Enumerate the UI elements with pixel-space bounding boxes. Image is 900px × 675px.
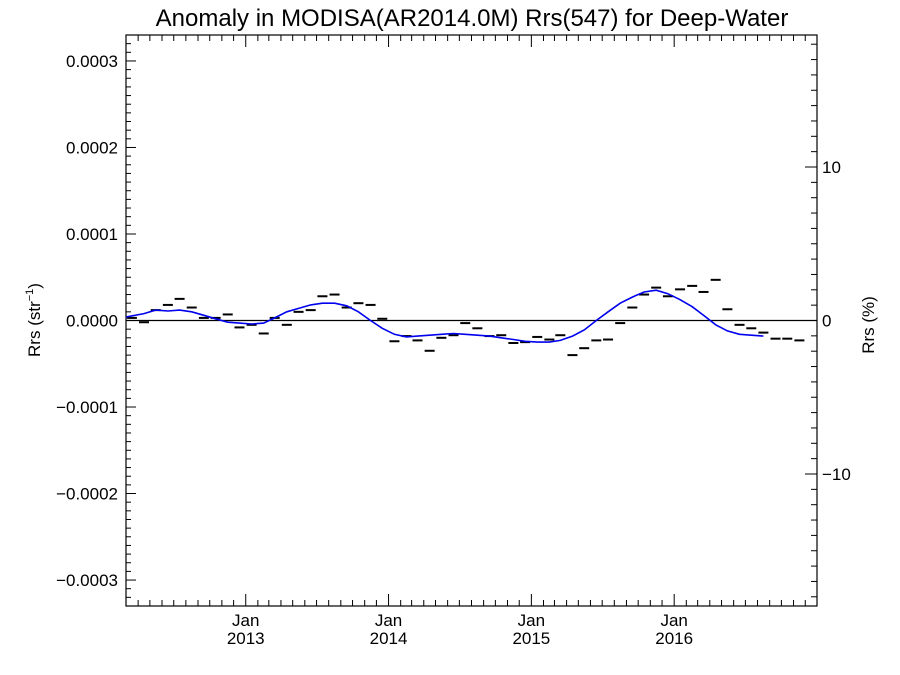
y2-tick-label: −10 bbox=[822, 465, 851, 484]
y-tick-label: −0.0001 bbox=[56, 398, 118, 417]
x-tick-year-label: 2016 bbox=[655, 629, 693, 648]
axis-ticks bbox=[126, 34, 817, 607]
y2-tick-label: 0 bbox=[822, 312, 831, 331]
x-tick-year-label: 2013 bbox=[227, 629, 265, 648]
x-tick-month-label: Jan bbox=[660, 611, 687, 630]
y-tick-label: 0.0001 bbox=[66, 225, 118, 244]
tick-labels: 0.0003 0.0002 0.0001 0.0000 −0.0001 −0.0002 −0… bbox=[56, 52, 851, 648]
data-series bbox=[125, 278, 805, 357]
x-tick-month-label: Jan bbox=[375, 611, 402, 630]
y2-tick-label: 10 bbox=[822, 158, 841, 177]
y-tick-label: 0.0000 bbox=[66, 312, 118, 331]
y-tick-label: 0.0003 bbox=[66, 52, 118, 71]
y-tick-label: 0.0002 bbox=[66, 138, 118, 157]
x-tick-year-label: 2015 bbox=[512, 629, 550, 648]
y-tick-label: −0.0003 bbox=[56, 571, 118, 590]
smoothed-anomaly-line bbox=[125, 289, 764, 343]
y2-axis-label: Rrs (%) bbox=[859, 296, 878, 354]
y-tick-label: −0.0002 bbox=[56, 485, 118, 504]
x-tick-month-label: Jan bbox=[518, 611, 545, 630]
x-tick-year-label: 2014 bbox=[370, 629, 408, 648]
x-tick-month-label: Jan bbox=[232, 611, 259, 630]
chart-title: Anomaly in MODISA(AR2014.0M) Rrs(547) fo… bbox=[156, 5, 789, 32]
y-axis-label: Rrs (str−1) bbox=[24, 283, 44, 357]
